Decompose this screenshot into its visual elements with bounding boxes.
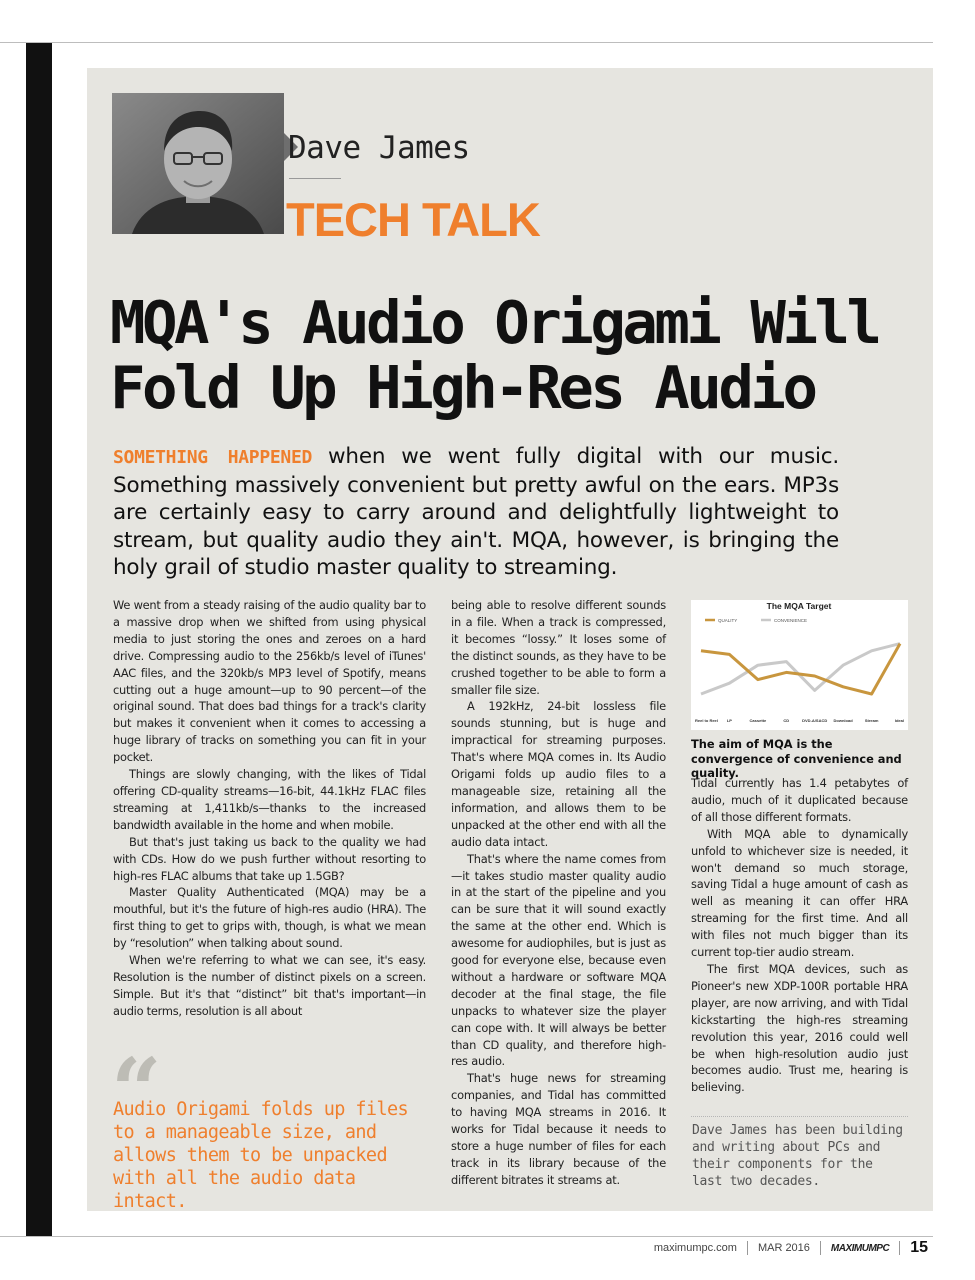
x-tick-label: Ideal xyxy=(895,718,904,723)
footer-issue: MAR 2016 xyxy=(757,1242,810,1254)
x-tick-label: LP xyxy=(727,718,732,723)
author-bio: Dave James has been building and writing… xyxy=(692,1123,903,1189)
standfirst-kicker: SOMETHING HAPPENED xyxy=(113,447,313,468)
quote-mark-icon: “ xyxy=(111,1038,162,1142)
paragraph: With MQA able to dynamically unfold to w… xyxy=(691,826,908,960)
chart-x-ticks: Reel to Reel LP Cassette CD DVD-A/SACD Downlo… xyxy=(695,718,904,723)
column-name: TECH TALK xyxy=(286,193,541,246)
footer-separator xyxy=(746,1241,748,1255)
chart-svg: The MQA Target QUALITY CONVENIENCE Reel t… xyxy=(695,601,904,723)
x-tick-label: DVD-A/SACD xyxy=(802,718,827,723)
body-column-1: We went from a steady raising of the aud… xyxy=(113,597,426,1020)
side-bar xyxy=(26,43,52,1236)
standfirst: SOMETHING HAPPENED when we went fully di… xyxy=(113,443,839,582)
author-name: Dave James xyxy=(288,130,470,166)
paragraph: Master Quality Authenticated (MQA) may b… xyxy=(113,885,426,951)
footer-brand-logo: MAXIMUMPC xyxy=(830,1242,890,1254)
series-line-convenience xyxy=(700,642,901,696)
page-footer: maximumpc.com MAR 2016 MAXIMUMPC 15 xyxy=(653,1239,928,1256)
x-tick-label: CD xyxy=(783,718,789,723)
paragraph: That's where the name comes from—it take… xyxy=(451,851,666,1069)
paragraph: A 192kHz, 24-bit lossless file sounds st… xyxy=(451,699,666,849)
bottom-rule xyxy=(0,1236,933,1237)
body-column-3: Tidal currently has 1.4 petabytes of aud… xyxy=(691,775,908,1096)
chart-legend: QUALITY CONVENIENCE xyxy=(705,618,807,623)
paragraph: Tidal currently has 1.4 petabytes of aud… xyxy=(691,776,908,824)
pull-quote: Audio Origami folds up files to a manage… xyxy=(113,1099,409,1212)
footer-separator xyxy=(899,1241,901,1255)
footer-separator xyxy=(819,1241,821,1255)
standfirst-text: when we went fully digital with our musi… xyxy=(113,444,840,580)
speech-pointer xyxy=(284,133,298,161)
x-tick-label: Cassette xyxy=(750,718,767,723)
author-portrait-image xyxy=(112,93,284,234)
chart-lines xyxy=(700,642,902,696)
bio-divider xyxy=(691,1116,908,1117)
x-tick-label: Stream xyxy=(865,718,879,723)
page-number: 15 xyxy=(910,1239,928,1256)
paragraph: When we're referring to what we can see,… xyxy=(113,953,426,1018)
paragraph: The first MQA devices, such as Pioneer's… xyxy=(691,961,908,1095)
series-line-quality xyxy=(700,642,902,696)
legend-label-convenience: CONVENIENCE xyxy=(774,618,807,623)
legend-label-quality: QUALITY xyxy=(718,618,737,623)
author-divider xyxy=(289,178,341,179)
paragraph: That's huge news for streaming companies… xyxy=(451,1071,666,1187)
headline: MQA's Audio Origami Will Fold Up High-Re… xyxy=(110,288,882,422)
footer-site: maximumpc.com xyxy=(653,1242,737,1254)
chart-title: The MQA Target xyxy=(767,601,832,611)
chart-caption: The aim of MQA is the convergence of con… xyxy=(691,737,902,780)
body-column-2: being able to resolve different sounds i… xyxy=(451,597,666,1189)
top-rule xyxy=(0,42,933,43)
paragraph: Things are slowly changing, with the lik… xyxy=(113,767,426,832)
author-photo xyxy=(112,93,284,234)
paragraph: But that's just taking us back to the qu… xyxy=(113,834,426,883)
x-tick-label: Reel to Reel xyxy=(695,718,718,723)
x-tick-label: Download xyxy=(834,718,854,723)
paragraph: being able to resolve different sounds i… xyxy=(451,598,666,697)
paragraph: We went from a steady raising of the aud… xyxy=(113,598,426,765)
mqa-target-chart: The MQA Target QUALITY CONVENIENCE Reel t… xyxy=(691,600,908,730)
